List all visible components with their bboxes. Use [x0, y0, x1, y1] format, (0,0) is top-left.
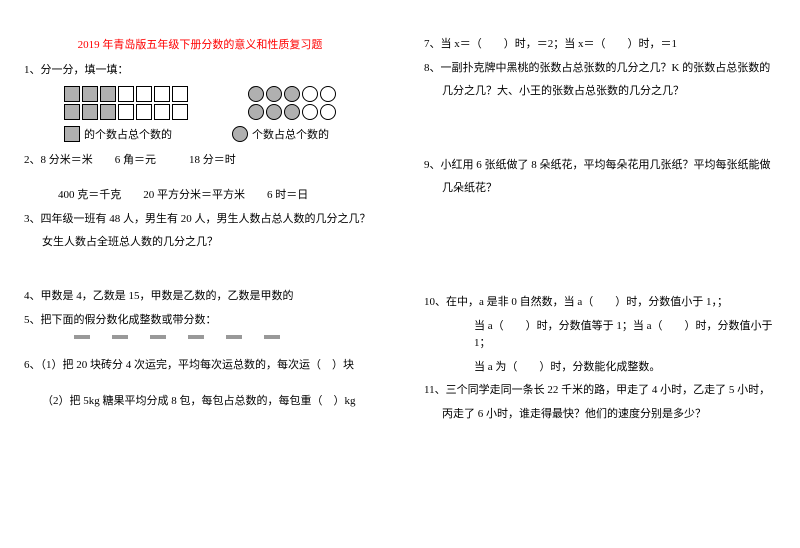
q9a: 9、小红用 6 张纸做了 8 朵纸花，平均每朵花用几张纸？平均每张纸能做: [424, 157, 776, 175]
square-cell: [136, 86, 152, 102]
legend-squares: 的个数占总个数的: [64, 126, 172, 142]
q4: 4、甲数是 4，乙数是 15，甲数是乙数的，乙数是甲数的: [24, 288, 376, 306]
square-icon: [64, 126, 80, 142]
square-row: [64, 86, 188, 102]
square-cell: [172, 104, 188, 120]
circle-cell: [284, 104, 300, 120]
circle-row: [248, 104, 336, 120]
legend-row: 的个数占总个数的 个数占总个数的: [64, 126, 376, 142]
circle-icon: [232, 126, 248, 142]
circle-cell: [248, 86, 264, 102]
square-cell: [64, 86, 80, 102]
circle-row: [248, 86, 336, 102]
q3a: 3、四年级一班有 48 人，男生有 20 人，男生人数占总人数的几分之几？: [24, 211, 376, 229]
q2: 2、8 分米＝米 6 角＝元 18 分＝时: [24, 152, 376, 170]
circle-cell: [266, 86, 282, 102]
q10b: 当 a（ ）时，分数值等于 1；当 a（ ）时，分数值小于 1；: [474, 318, 776, 353]
circle-cell: [266, 104, 282, 120]
circle-cell: [320, 104, 336, 120]
square-cell: [64, 104, 80, 120]
q5: 5、把下面的假分数化成整数或带分数：: [24, 312, 376, 330]
shapes-illustration: [64, 86, 376, 120]
q2b: 400 克＝千克 20 平方分米＝平方米 6 时＝日: [58, 187, 376, 205]
square-cell: [100, 104, 116, 120]
q8a: 8、一副扑克牌中黑桃的张数占总张数的几分之几？K 的张数占总张数的: [424, 60, 776, 78]
right-column: 7、当 x＝（ ）时，＝2；当 x＝（ ）时，＝1 8、一副扑克牌中黑桃的张数占…: [400, 0, 800, 548]
blank-2: [112, 335, 128, 339]
q8b: 几分之几？大、小王的张数占总张数的几分之几？: [442, 83, 776, 101]
circles-group: [248, 86, 336, 120]
q3b: 女生人数占全班总人数的几分之几？: [42, 234, 376, 252]
legend-sq-text: 的个数占总个数的: [84, 126, 172, 142]
q11a: 11、三个同学走同一条长 22 千米的路，甲走了 4 小时，乙走了 5 小时，: [424, 382, 776, 400]
blank-1: [74, 335, 90, 339]
q7: 7、当 x＝（ ）时，＝2；当 x＝（ ）时，＝1: [424, 36, 776, 54]
circle-cell: [248, 104, 264, 120]
circle-cell: [302, 86, 318, 102]
q6b: （2）把 5kg 糖果平均分成 8 包，每包占总数的，每包重（ ）kg: [42, 393, 376, 411]
q11b: 丙走了 6 小时，谁走得最快？他们的速度分别是多少？: [442, 406, 776, 424]
square-cell: [118, 104, 134, 120]
circle-cell: [320, 86, 336, 102]
q10a: 10、在中，a 是非 0 自然数，当 a（ ）时，分数值小于 1，；: [424, 294, 776, 312]
square-cell: [154, 104, 170, 120]
blank-3: [150, 335, 166, 339]
legend-ci-text: 个数占总个数的: [252, 126, 329, 142]
square-row: [64, 104, 188, 120]
left-column: 2019 年青岛版五年级下册分数的意义和性质复习题 1、分一分，填一填： 的个数…: [0, 0, 400, 548]
eq-row: [74, 335, 376, 339]
q6a: 6、（1）把 20 块砖分 4 次运完，平均每次运总数的，每次运（ ）块: [24, 357, 376, 375]
q1-head: 1、分一分，填一填：: [24, 62, 376, 80]
squares-group: [64, 86, 188, 120]
circle-cell: [302, 104, 318, 120]
blank-4: [188, 335, 204, 339]
square-cell: [82, 104, 98, 120]
square-cell: [100, 86, 116, 102]
q9b: 几朵纸花？: [442, 180, 776, 198]
legend-circles: 个数占总个数的: [232, 126, 329, 142]
page-title: 2019 年青岛版五年级下册分数的意义和性质复习题: [24, 36, 376, 52]
circle-cell: [284, 86, 300, 102]
square-cell: [136, 104, 152, 120]
square-cell: [154, 86, 170, 102]
square-cell: [82, 86, 98, 102]
blank-6: [264, 335, 280, 339]
square-cell: [118, 86, 134, 102]
q10c: 当 a 为（ ）时，分数能化成整数。: [474, 359, 776, 377]
blank-5: [226, 335, 242, 339]
square-cell: [172, 86, 188, 102]
